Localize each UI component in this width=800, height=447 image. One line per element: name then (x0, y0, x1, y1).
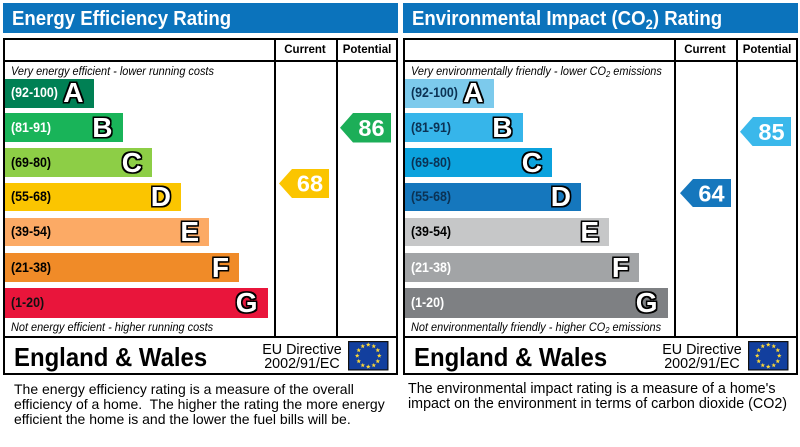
svg-text:68: 68 (297, 170, 323, 196)
svg-text:64: 64 (698, 181, 724, 207)
svg-text:86: 86 (358, 115, 384, 141)
svg-text:85: 85 (758, 119, 784, 145)
